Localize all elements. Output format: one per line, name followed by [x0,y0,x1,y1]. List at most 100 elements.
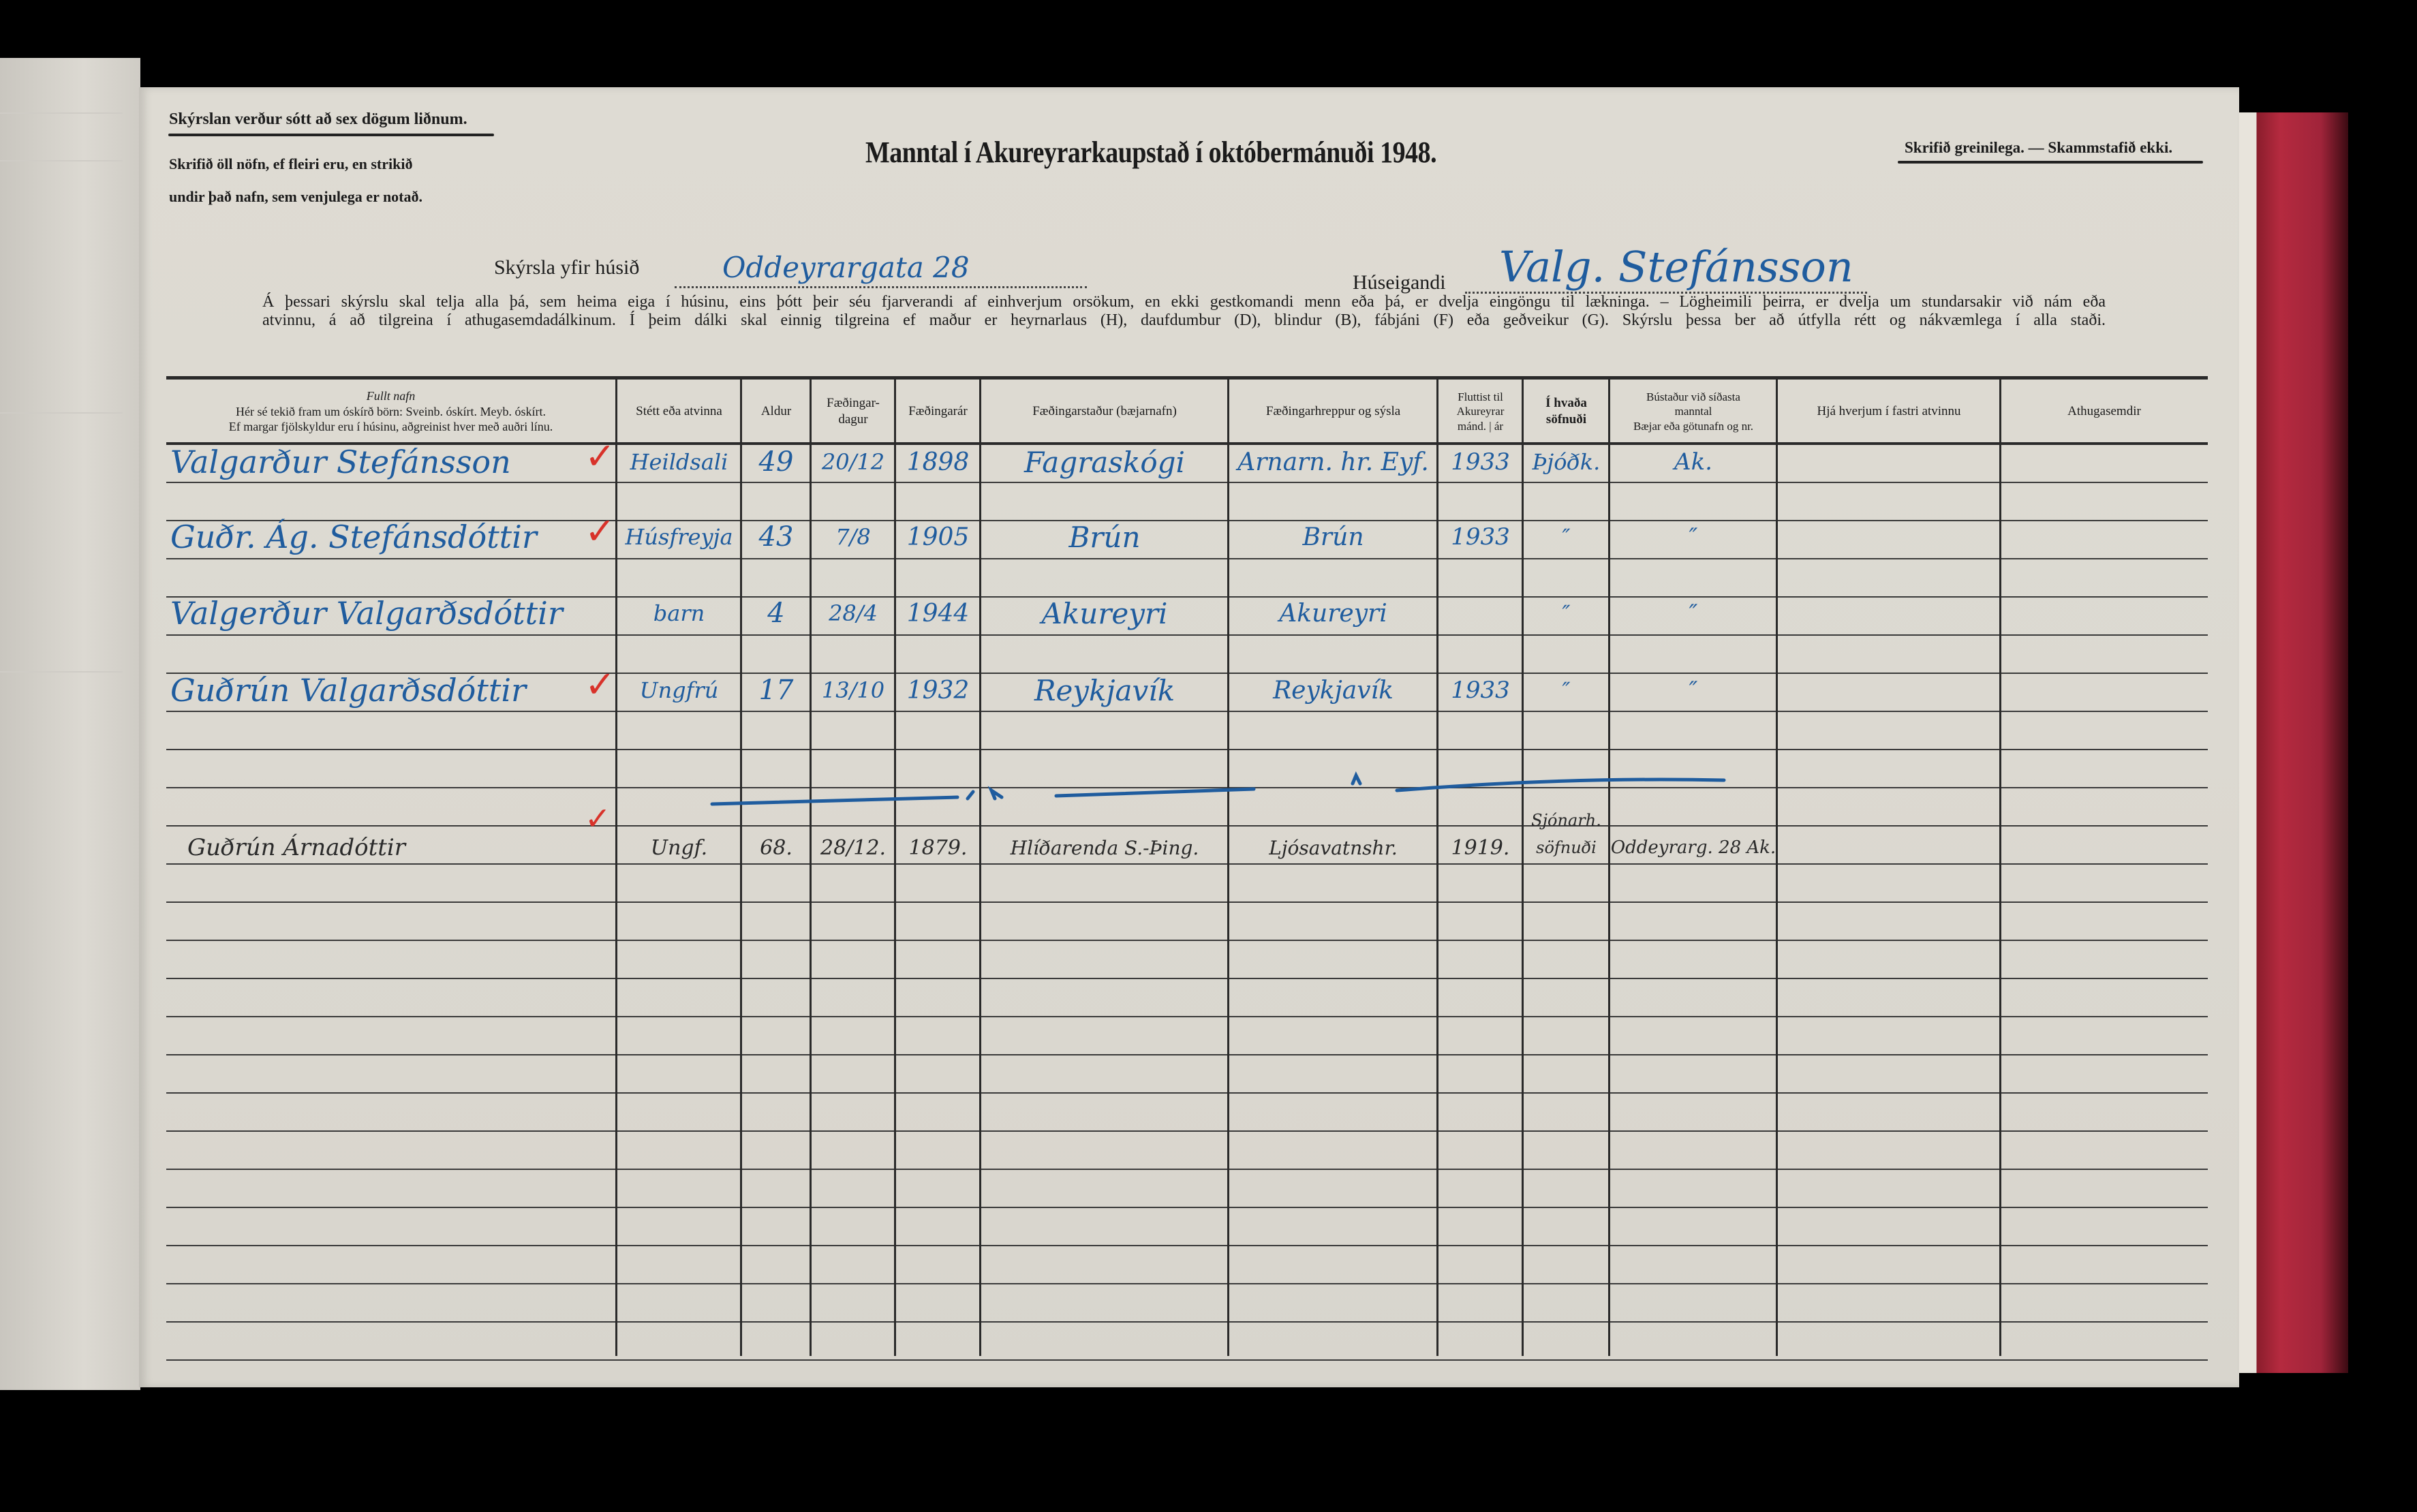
header-age: Aldur [760,404,792,419]
cell-residence: Ak. [1674,448,1712,476]
header-text: Í hvaða [1545,396,1587,411]
house-value: Oddeyrargata 28 [722,251,970,284]
cell-residence: ″ [1689,600,1698,627]
cell-name: Guðrún Árnadóttir [187,834,406,861]
cell-birthyear: 1905 [906,523,970,551]
left-page-edge [0,58,140,1390]
owner-field-line [1465,292,1867,294]
column-divider [1227,377,1229,1356]
column-divider [810,377,812,1356]
cell-age: 49 [758,446,794,478]
cell-age: 68. [760,835,792,860]
red-check-mark-icon: ✓ [585,663,616,706]
header-moved: Fluttist til Akureyrar mánd. | ár [1438,380,1523,443]
red-check-mark-icon: ✓ [585,800,611,837]
cell-birthyear: 1879. [908,835,968,860]
cell-moved-year: 1933 [1451,677,1510,704]
header-note: Ef margar fjölskyldur eru í húsinu, aðgr… [228,420,553,434]
header-text: Fluttist til [1458,390,1503,404]
cell-congregation: ″ [1562,524,1571,550]
cell-birthplace: Brún [1068,520,1141,554]
cell-congregation: söfnuði [1536,838,1597,857]
table-row: Guðr. Ág. Stefánsdóttir ✓ Húsfreyja 43 7… [0,510,2417,557]
cell-name: Valgerður Valgarðsdóttir [170,595,563,632]
cell-birthday: 13/10 [821,677,885,703]
cell-occupation: Ungfrú [639,677,719,703]
header-birthday: Fæðingar-dagur [811,380,895,443]
cell-birthplace: Fagraskógi [1024,445,1185,479]
header-text: dagur [838,412,868,427]
table-row: Valgarður Stefánsson ✓ Heildsali 49 20/1… [0,435,2417,482]
header-text: Bústaður við síðasta [1646,390,1740,404]
cell-name: Guðrún Valgarðsdóttir [170,672,527,709]
cell-birthday: 7/8 [835,524,871,550]
cell-birthday: 28/12. [820,835,886,860]
header-birthyear: Fæðingarár [908,404,968,419]
cell-birthparish: Brún [1302,523,1364,551]
note-collection: Skýrslan verður sótt að sex dögum liðnum… [169,110,467,128]
cell-residence: ″ [1689,523,1698,551]
header-title: Fullt nafn [366,389,416,403]
cell-moved-year: 1919. [1451,835,1510,860]
column-divider [1522,377,1524,1356]
cell-birthplace: Hlíðarenda S.-Þing. [1010,836,1199,859]
cell-occupation: Ungf. [650,835,708,860]
header-occupation: Stétt eða atvinna [636,404,722,419]
cell-congregation: Þjóðk. [1532,449,1601,475]
cell-birthplace: Akureyri [1041,596,1168,630]
row-rules [166,482,2208,1389]
house-label: Skýrsla yfir húsið [494,256,640,279]
table-row: Guðrún Valgarðsdóttir ✓ Ungfrú 17 13/10 … [0,663,2417,711]
page-title: Manntal í Akureyrarkaupstað í októbermán… [865,136,1437,169]
column-divider [615,377,617,1356]
cell-congregation: ″ [1562,600,1571,626]
cell-congregation-top: Sjónarh. [1531,811,1601,830]
cell-birthyear: 1898 [906,448,970,476]
cell-birthparish: Reykjavík [1273,676,1394,705]
cell-congregation: ″ [1562,677,1571,703]
note-write-clearly: Skrifið greinilega. — Skammstafið ekki. [1905,139,2173,156]
table-row: Guðrún Árnadóttir ✓ Ungf. 68. 28/12. 187… [0,800,2417,868]
cell-occupation: Heildsali [630,449,728,475]
owner-label: Húseigandi [1353,271,1446,294]
column-divider [740,377,742,1356]
header-text: manntal [1674,405,1712,418]
header-residence: Bústaður við síðasta manntal Bæjar eða göt… [1610,380,1777,443]
table-row: Valgerður Valgarðsdóttir barn 4 28/4 194… [0,593,2417,634]
header-text: söfnuði [1545,412,1587,427]
header-full-name: Fullt nafn Hér sé tekið fram um óskírð b… [166,380,615,443]
cell-birthparish: Ljósavatnshr. [1269,836,1398,859]
underline [1898,161,2203,164]
note-names-2: undir það nafn, sem venjulega er notað. [169,188,423,205]
cell-birthday: 20/12 [821,449,885,475]
header-text: Akureyrar [1456,405,1505,418]
red-check-mark-icon: ✓ [585,510,616,553]
instructions-line: atvinnu, á að tilgreina í athugasemdadál… [262,311,2106,329]
cell-occupation: Húsfreyja [625,524,733,550]
column-divider [894,377,896,1356]
cell-moved-year: 1933 [1451,448,1510,476]
header-congregation: Í hvaða söfnuði [1523,380,1610,443]
header-text: mánd. | ár [1457,419,1504,433]
cell-occupation: barn [653,600,705,626]
house-field-line [675,286,1087,288]
cell-birthyear: 1944 [906,599,970,628]
column-divider [1608,377,1610,1356]
cell-birthparish: Arnarn. hr. Eyf. [1237,448,1429,476]
table-top-rule [166,376,2208,380]
header-text: Fæðingar- [827,396,880,411]
cell-birthplace: Reykjavík [1034,673,1175,707]
column-divider [1999,377,2001,1356]
cell-age: 4 [767,598,785,629]
header-birthplace: Fæðingarstaður (bæjarnafn) [1032,404,1177,419]
red-check-mark-icon: ✓ [585,435,616,478]
cell-birthday: 28/4 [829,600,878,626]
instructions-line: Á þessari skýrslu skal telja alla þá, se… [262,293,2106,311]
underline [168,134,494,136]
cell-moved-year: 1933 [1451,523,1510,551]
header-text: Bæjar eða götunafn og nr. [1633,419,1754,433]
cell-name: Guðr. Ág. Stefánsdóttir [170,519,537,555]
column-divider [1776,377,1778,1356]
